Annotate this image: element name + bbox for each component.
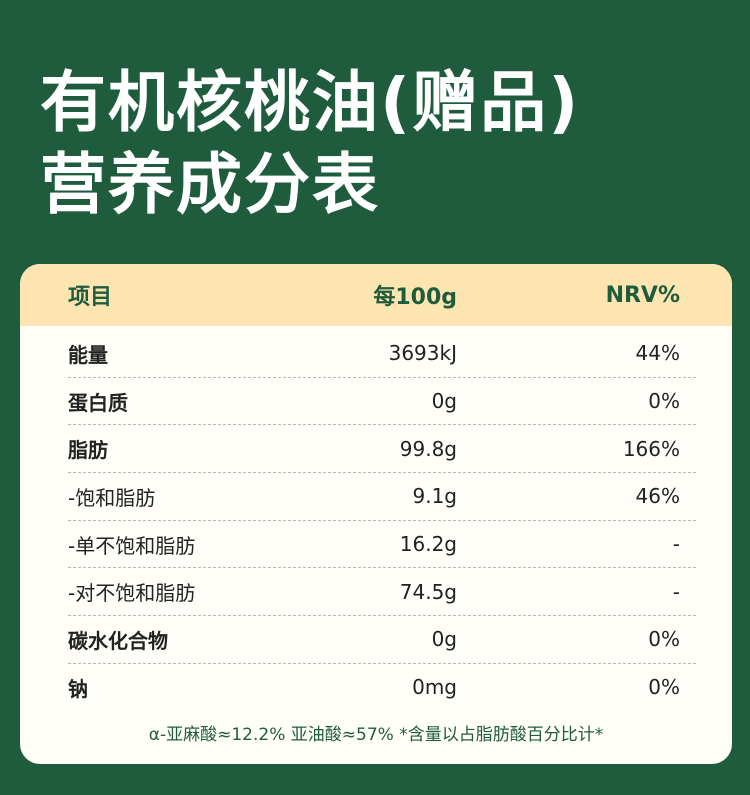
row-name: 钠 xyxy=(68,676,88,701)
table-row: 蛋白质 0g 0% xyxy=(68,378,696,426)
title-line-1: 有机核桃油(赠品) xyxy=(40,64,581,141)
row-value: 9.1g xyxy=(412,484,457,509)
table-row: -对不饱和脂肪 74.5g - xyxy=(68,568,696,617)
row-nrv: 0% xyxy=(648,627,680,652)
row-value: 0g xyxy=(431,627,457,652)
row-value: 0mg xyxy=(412,675,457,700)
table-body: 能量 3693kJ 44% 蛋白质 0g 0% 脂肪 99.8g 166% -饱… xyxy=(20,326,732,711)
table-row: -饱和脂肪 9.1g 46% xyxy=(68,473,696,521)
row-value: 0g xyxy=(431,389,457,414)
row-name: -单不饱和脂肪 xyxy=(68,533,196,558)
table-row: 钠 0mg 0% xyxy=(68,664,696,711)
row-nrv: 0% xyxy=(648,389,680,414)
title-line-2: 营养成分表 xyxy=(40,146,380,223)
table-header: 项目 每100g NRV% xyxy=(20,264,732,326)
header-per100g: 每100g xyxy=(373,285,457,310)
table-row: 脂肪 99.8g 166% xyxy=(68,425,696,474)
row-name: 碳水化合物 xyxy=(68,628,168,653)
row-value: 74.5g xyxy=(399,579,457,604)
row-value: 3693kJ xyxy=(388,341,457,366)
table-row: -单不饱和脂肪 16.2g - xyxy=(68,521,696,569)
row-name: 脂肪 xyxy=(68,438,108,463)
nutrition-table-card: 项目 每100g NRV% 能量 3693kJ 44% 蛋白质 0g 0% 脂肪… xyxy=(20,264,732,764)
row-nrv: - xyxy=(672,532,680,557)
row-nrv: 166% xyxy=(622,436,680,461)
row-name: -对不饱和脂肪 xyxy=(68,581,196,606)
page-title: 有机核桃油(赠品) 营养成分表 xyxy=(40,62,580,226)
row-value: 99.8g xyxy=(399,436,457,461)
row-value: 16.2g xyxy=(399,532,457,557)
row-name: 能量 xyxy=(68,342,108,367)
row-nrv: 0% xyxy=(648,675,680,700)
header-nrv: NRV% xyxy=(605,282,680,308)
row-name: 蛋白质 xyxy=(68,390,128,415)
row-nrv: 46% xyxy=(635,484,680,509)
header-item: 项目 xyxy=(68,285,113,310)
row-name: -饱和脂肪 xyxy=(68,485,156,510)
row-nrv: - xyxy=(672,579,680,604)
footnote: α-亚麻酸≈12.2% 亚油酸≈57% *含量以占脂肪酸百分比计* xyxy=(148,725,604,745)
table-row: 能量 3693kJ 44% xyxy=(68,330,696,378)
row-nrv: 44% xyxy=(635,341,680,366)
table-row: 碳水化合物 0g 0% xyxy=(68,616,696,664)
